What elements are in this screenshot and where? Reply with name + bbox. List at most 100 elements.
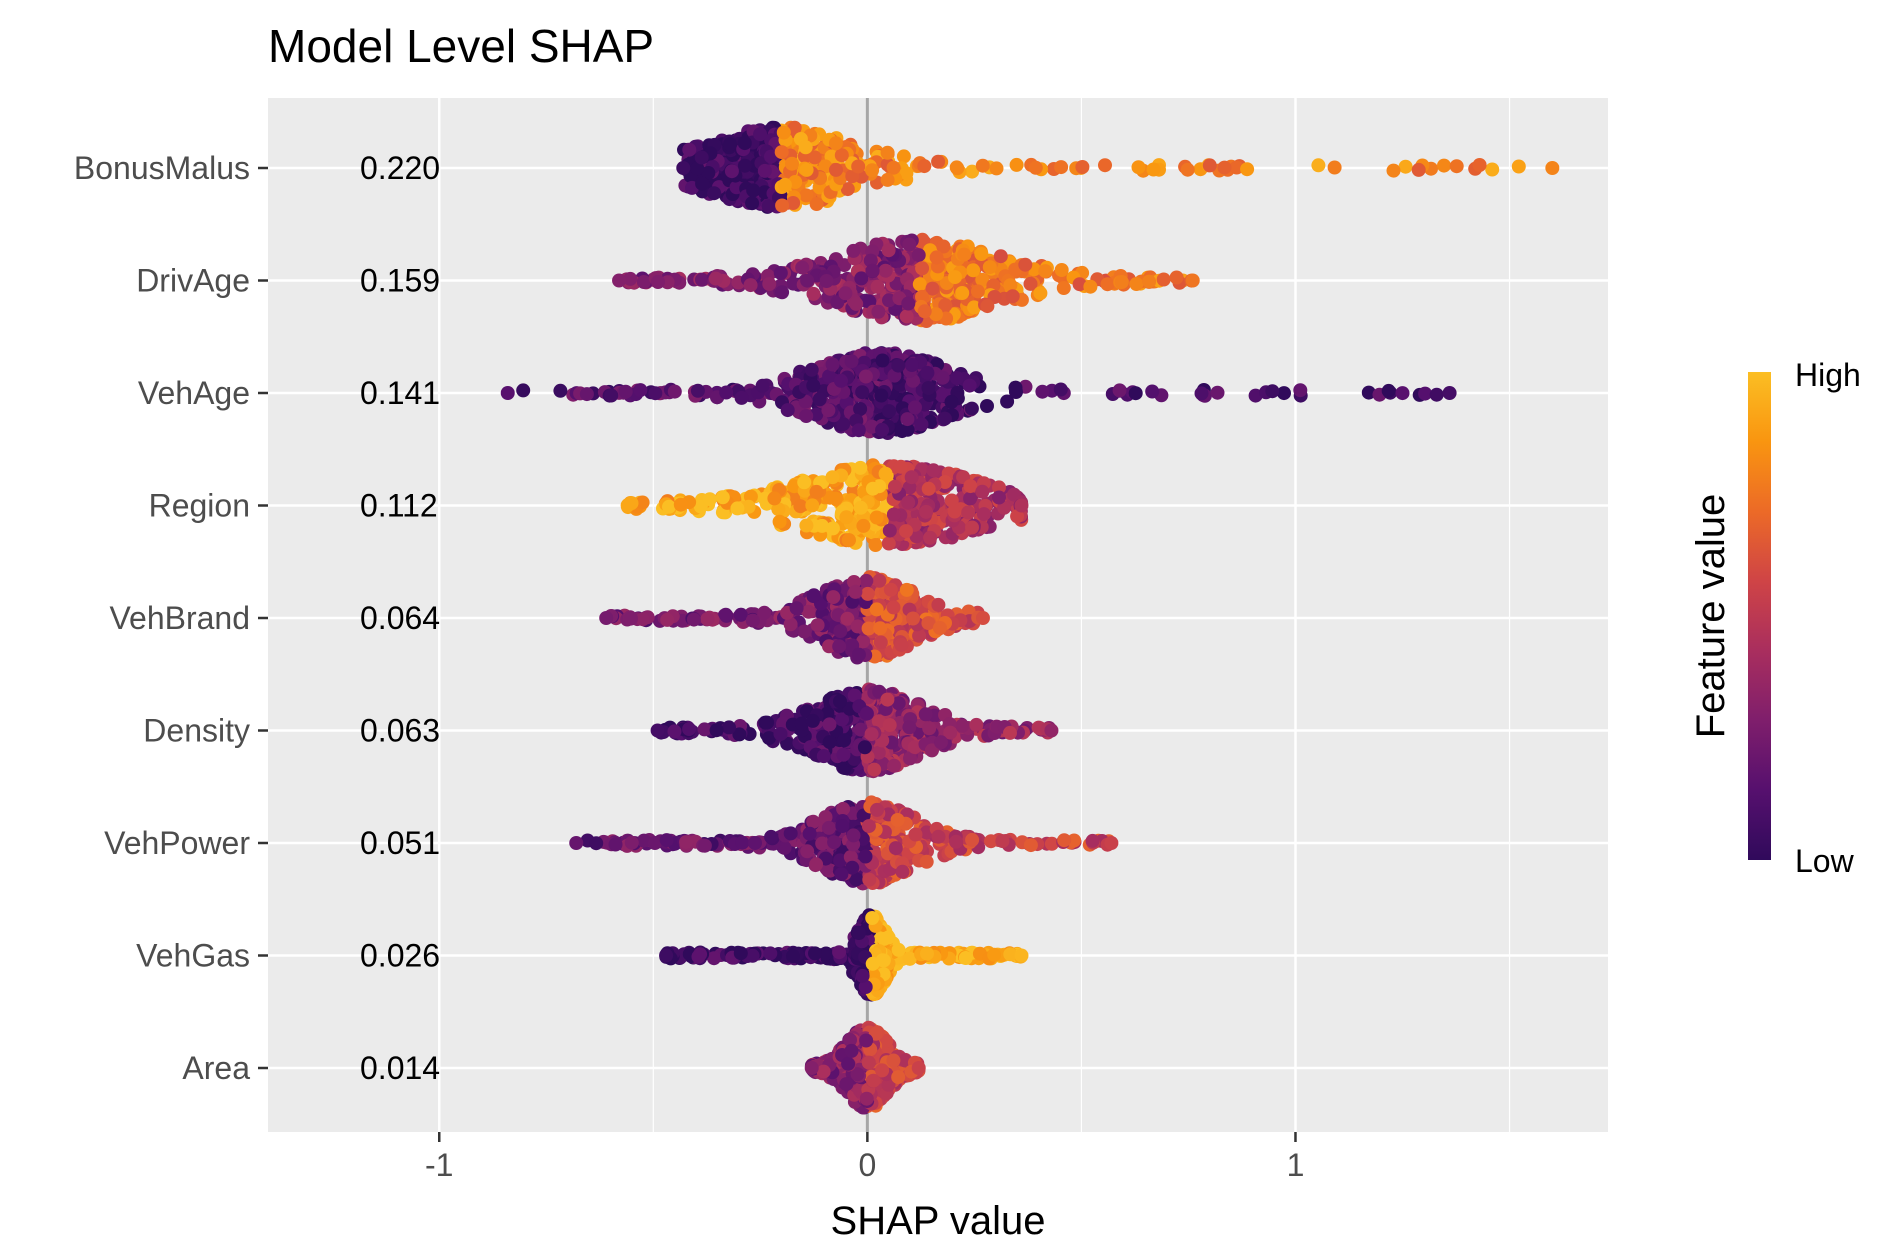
shap-point [947,504,962,519]
legend-high-label: High [1795,357,1861,393]
shap-point [1003,278,1018,293]
shap-point [604,388,619,403]
shap-point [745,196,760,211]
shap-point [1003,725,1017,740]
shap-point [846,243,861,258]
shap-point [694,150,709,165]
shap-point [893,459,908,474]
feature-label: Region [149,488,250,524]
shap-point [1035,384,1050,399]
shap-point [1053,382,1068,397]
shap-point [797,624,812,639]
shap-point [718,607,733,622]
shap-point [873,635,888,650]
feature-label: VehGas [136,938,250,974]
shap-point [1128,386,1143,401]
shap-point [888,479,902,494]
shap-point [919,504,934,519]
shap-point [859,706,874,721]
shap-point [662,499,676,514]
shap-point [1018,257,1033,272]
shap-point [624,611,638,626]
shap-point [773,266,788,280]
importance-value: 0.064 [360,600,440,636]
shap-point [1398,159,1413,174]
shap-point-max [911,1061,926,1075]
shap-point [886,507,901,522]
shap-point [944,394,959,409]
shap-point [826,590,841,605]
shap-point [886,1053,901,1068]
shap-point [707,186,722,201]
shap-points [500,120,1560,1115]
shap-point [894,637,909,652]
shap-point [809,857,824,872]
x-axis-title: SHAP value [831,1199,1046,1243]
shap-point-min [659,948,674,963]
shap-point [840,182,855,197]
shap-point [808,946,822,961]
x-tick-label: 0 [858,1147,876,1183]
shap-point [757,163,772,178]
shap-point [757,605,772,620]
shap-point [1411,162,1426,177]
shap-point [1169,270,1184,285]
shap-point [651,275,665,289]
shap-point [989,161,1004,176]
shap-point [957,247,972,262]
importance-value: 0.112 [360,488,438,524]
shap-point [834,148,849,163]
importance-value: 0.159 [360,263,440,299]
shap-point [922,721,937,736]
shap-point [887,758,902,773]
shap-point [673,497,688,512]
shap-point [767,491,782,506]
shap-point-max [1442,386,1457,400]
shap-point [875,422,890,437]
shap-point [882,293,896,308]
shap-point [635,495,650,510]
shap-point [775,198,790,213]
shap-point [1057,833,1072,848]
shap-point [1114,275,1129,289]
shap-point [719,385,734,400]
shap-point [648,386,663,401]
shap-point [955,286,970,300]
shap-point [908,400,922,415]
shap-point [806,589,821,604]
shap-point [735,835,750,850]
importance-labels: 0.2200.1590.1410.1120.0640.0630.0510.026… [360,150,440,1086]
shap-point [802,826,817,841]
shap-point [969,717,984,732]
shap-point [920,946,934,961]
shap-point [873,621,888,636]
shap-point [965,832,980,847]
shap-point [993,249,1008,264]
shap-point [874,388,889,403]
shap-point [902,480,917,495]
shap-point [647,836,662,850]
shap-point [883,582,898,597]
importance-value: 0.051 [360,825,440,861]
shap-point [853,460,868,475]
shap-point [938,475,952,489]
shap-point [812,392,827,407]
shap-point [921,481,936,496]
shap-point [865,163,880,178]
shap-point [733,946,748,961]
shap-point [608,837,623,852]
feature-label: Density [143,713,250,749]
shap-point [866,1073,881,1088]
shap-point [1146,162,1161,177]
shap-point [891,1070,906,1085]
shap-point [1009,157,1024,172]
shap-point [926,463,941,478]
shap-point [821,820,836,835]
shap-point-min [599,611,614,625]
shap-point [1142,274,1157,289]
shap-point [1023,276,1038,291]
feature-label: DrivAge [136,263,250,299]
shap-point-max [1104,836,1119,850]
shap-point [1083,279,1098,294]
shap-point [753,127,768,142]
